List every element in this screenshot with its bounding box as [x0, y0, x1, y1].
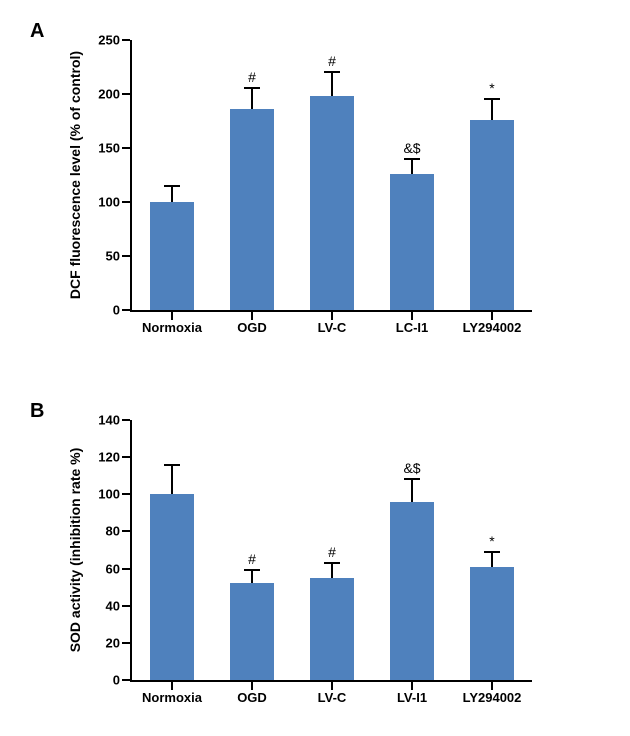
y-tick — [122, 456, 130, 458]
bar — [390, 174, 434, 310]
x-tick — [491, 682, 493, 690]
y-tick — [122, 147, 130, 149]
y-tick-label: 120 — [98, 450, 120, 465]
y-tick — [122, 642, 130, 644]
error-cap — [484, 551, 500, 553]
significance-marker: * — [489, 533, 494, 549]
y-tick — [122, 201, 130, 203]
chart-b-plot: 020406080100120140NormoxiaOGD#LV-C#LV-I1… — [130, 420, 532, 682]
x-tick-label: LC-I1 — [396, 320, 429, 335]
bar — [230, 583, 274, 680]
y-tick — [122, 568, 130, 570]
x-tick — [331, 682, 333, 690]
bar — [310, 96, 354, 310]
y-tick-label: 150 — [98, 141, 120, 156]
significance-marker: # — [248, 69, 256, 85]
significance-marker: # — [328, 53, 336, 69]
x-tick-label: LV-C — [318, 690, 347, 705]
error-cap — [164, 464, 180, 466]
y-tick — [122, 419, 130, 421]
y-tick-label: 60 — [106, 561, 120, 576]
error-cap — [324, 562, 340, 564]
error-bar — [331, 563, 333, 578]
y-tick — [122, 93, 130, 95]
bar — [470, 567, 514, 680]
x-tick-label: Normoxia — [142, 320, 202, 335]
y-tick-label: 40 — [106, 598, 120, 613]
error-bar — [491, 552, 493, 567]
x-tick-label: LY294002 — [463, 690, 522, 705]
x-tick-label: OGD — [237, 320, 267, 335]
x-tick-label: Normoxia — [142, 690, 202, 705]
error-bar — [251, 570, 253, 583]
error-cap — [404, 158, 420, 160]
y-tick-label: 0 — [113, 303, 120, 318]
chart-a-ylabel: DCF fluorescence level (% of control) — [67, 35, 83, 315]
x-tick — [411, 312, 413, 320]
error-bar — [171, 465, 173, 495]
error-cap — [324, 71, 340, 73]
chart-a-plot: 050100150200250NormoxiaOGD#LV-C#LC-I1&$L… — [130, 40, 532, 312]
error-cap — [404, 478, 420, 480]
error-cap — [484, 98, 500, 100]
y-tick — [122, 39, 130, 41]
error-cap — [244, 87, 260, 89]
x-tick-label: LV-C — [318, 320, 347, 335]
panel-a-label: A — [30, 20, 44, 43]
x-tick — [251, 682, 253, 690]
y-tick-label: 200 — [98, 87, 120, 102]
y-tick-label: 100 — [98, 195, 120, 210]
y-tick-label: 0 — [113, 673, 120, 688]
y-tick-label: 80 — [106, 524, 120, 539]
bar — [150, 202, 194, 310]
significance-marker: &$ — [403, 460, 420, 476]
x-tick-label: LY294002 — [463, 320, 522, 335]
y-tick — [122, 605, 130, 607]
x-tick — [331, 312, 333, 320]
error-cap — [244, 569, 260, 571]
x-tick-label: OGD — [237, 690, 267, 705]
error-bar — [411, 479, 413, 501]
bar — [150, 494, 194, 680]
y-tick — [122, 679, 130, 681]
bar — [390, 502, 434, 680]
bar — [230, 109, 274, 310]
y-tick-label: 140 — [98, 413, 120, 428]
significance-marker: &$ — [403, 140, 420, 156]
panel-b-label: B — [30, 400, 44, 423]
error-bar — [171, 186, 173, 202]
x-tick — [491, 312, 493, 320]
error-bar — [411, 159, 413, 174]
significance-marker: # — [328, 544, 336, 560]
y-tick-label: 20 — [106, 635, 120, 650]
error-bar — [331, 72, 333, 96]
significance-marker: * — [489, 80, 494, 96]
y-tick — [122, 255, 130, 257]
significance-marker: # — [248, 551, 256, 567]
y-tick — [122, 530, 130, 532]
x-tick — [251, 312, 253, 320]
y-tick — [122, 309, 130, 311]
y-tick-label: 50 — [106, 249, 120, 264]
chart-b-ylabel: SOD activity (inhibition rate %) — [67, 420, 83, 680]
bar — [470, 120, 514, 310]
y-tick-label: 250 — [98, 33, 120, 48]
x-tick — [171, 312, 173, 320]
x-tick — [411, 682, 413, 690]
error-cap — [164, 185, 180, 187]
y-tick-label: 100 — [98, 487, 120, 502]
y-tick — [122, 493, 130, 495]
error-bar — [251, 88, 253, 110]
x-tick-label: LV-I1 — [397, 690, 427, 705]
x-tick — [171, 682, 173, 690]
bar — [310, 578, 354, 680]
error-bar — [491, 99, 493, 120]
